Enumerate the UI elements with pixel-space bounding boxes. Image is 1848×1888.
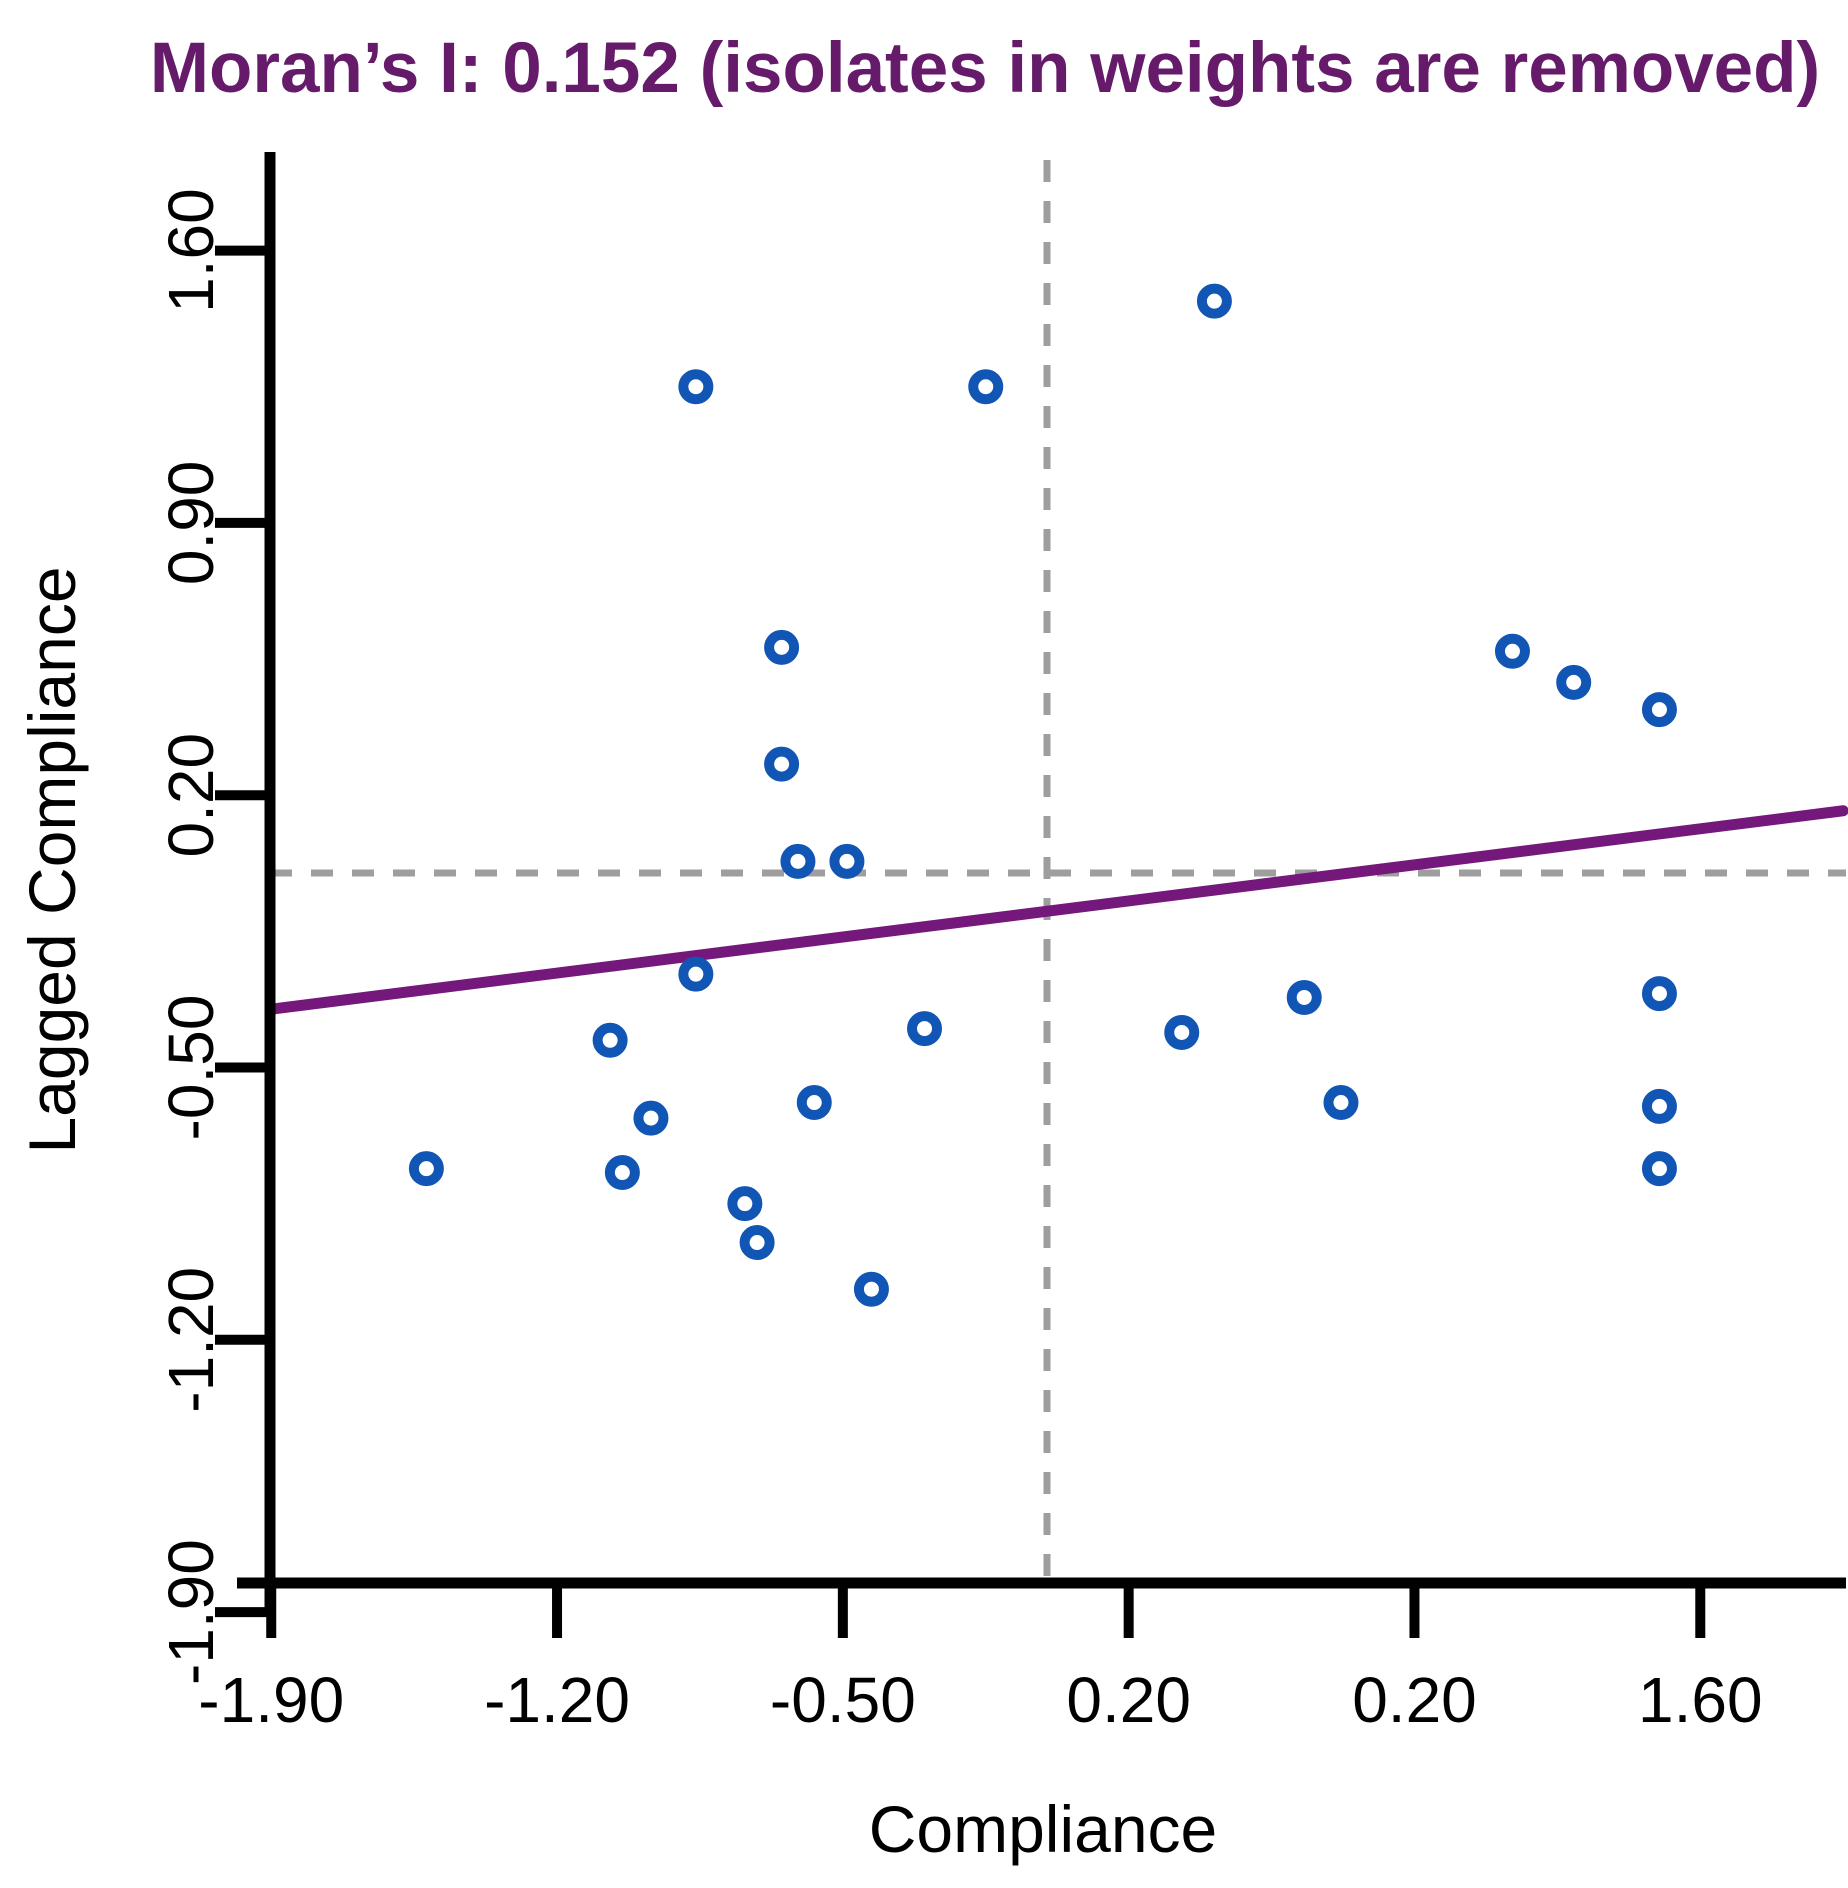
data-point [968,369,1004,405]
y-axis-tick-label: -0.50 [155,995,227,1141]
chart-title: Moran’s I: 0.152 (isolates in weights ar… [150,29,1820,108]
x-axis-title: Compliance [869,1792,1218,1866]
data-point [604,1155,640,1191]
data-point [727,1186,763,1222]
x-axis-tick-label: -0.50 [770,1664,916,1736]
data-point [796,1085,832,1121]
data-point [1556,664,1592,700]
data-point [1196,283,1232,319]
regression-line-group [265,805,1848,1015]
data-point [678,956,714,992]
data-point [1641,692,1677,728]
y-axis-title: Lagged Compliance [15,566,89,1153]
data-point [1323,1085,1359,1121]
data-point [1641,1151,1677,1187]
data-point [1641,976,1677,1012]
data-point [408,1151,444,1187]
x-axis-tick-label: 1.60 [1638,1664,1763,1736]
x-axis-tick-label: -1.90 [198,1664,344,1736]
x-axis-tick-label: 0.20 [1066,1664,1191,1736]
x-axis-tick-label: 0.20 [1352,1664,1477,1736]
data-point [764,629,800,665]
y-axis-tick-label: 1.60 [155,188,227,313]
mean-dashed-lines [270,160,1846,1583]
regression-line [265,805,1848,1015]
y-axis-tick-label: 0.20 [155,733,227,858]
data-point [829,843,865,879]
data-points-group [408,283,1677,1307]
y-axis-tick-label: 0.90 [155,461,227,586]
x-axis-tick-label: -1.20 [484,1664,630,1736]
data-point [853,1271,889,1307]
data-point [780,843,816,879]
data-point [1164,1014,1200,1050]
data-point [764,746,800,782]
axes-group: -1.90 -1.20 -0.50 0.20 0.20 1.60 1.60 0.90 0.20 -… [155,152,1846,1736]
data-point [907,1011,943,1047]
data-point [633,1100,669,1136]
data-point [1641,1088,1677,1124]
y-axis-tick-label: -1.90 [155,1539,227,1685]
data-point [1494,633,1530,669]
data-point [678,369,714,405]
data-point [1286,979,1322,1015]
data-point [592,1022,628,1058]
y-axis-tick-label: -1.20 [155,1267,227,1413]
data-point [739,1225,775,1261]
